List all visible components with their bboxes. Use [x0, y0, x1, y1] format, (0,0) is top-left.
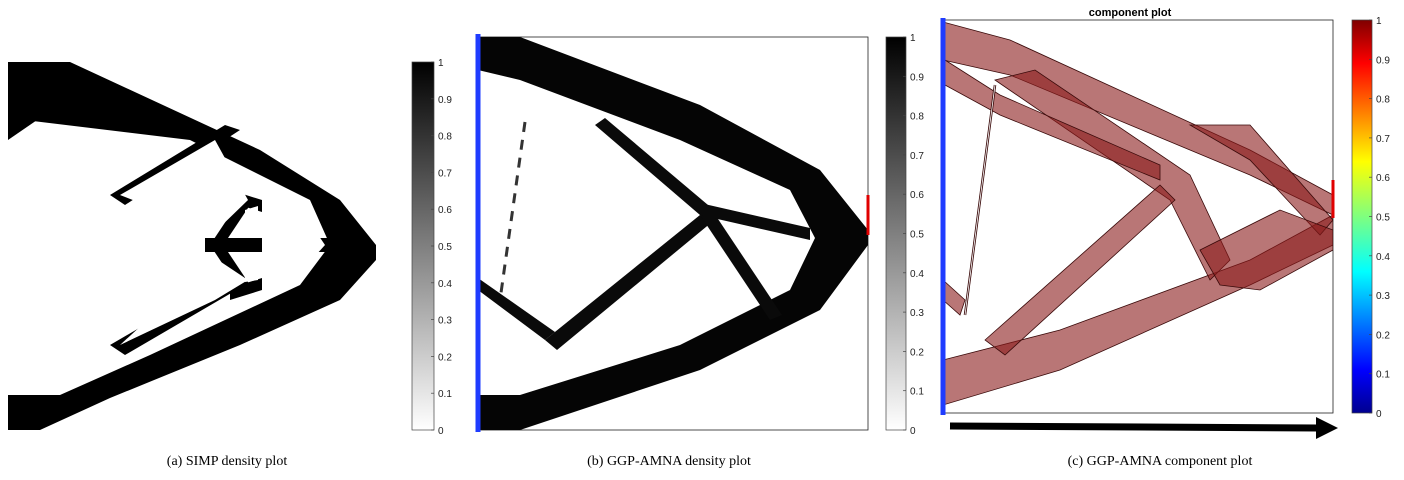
colorbar-c: 1 0.9 0.8 0.7 0.6 0.5 0.4 0.3 0.2 0.1 0	[1351, 16, 1390, 420]
component-bar	[943, 21, 1333, 216]
colorbar-b: 1 0.9 0.8 0.7 0.6 0.5 0.4 0.3 0.2 0.1 0	[885, 33, 924, 437]
simp-outer-structure	[8, 62, 376, 430]
colorbar-tick-label: 0.5	[438, 242, 452, 253]
caption-c: (c) GGP-AMNA component plot	[1067, 454, 1253, 469]
colorbar-tick-label: 0	[1376, 409, 1382, 420]
ggp-outer-structure	[478, 37, 868, 430]
colorbar-tick-label: 0.5	[910, 230, 924, 241]
colorbar-tick-label: 0.1	[910, 387, 924, 398]
colorbar-tick-label: 0.1	[438, 389, 452, 400]
colorbar-tick-label: 0.6	[438, 205, 452, 216]
colorbar-tick-label: 0.5	[1376, 213, 1390, 224]
colorbar-tick-label: 0.8	[1376, 95, 1390, 106]
colorbar-tick-label: 0.7	[438, 168, 452, 179]
panel-a-density-plot	[8, 62, 376, 430]
caption-b: (b) GGP-AMNA density plot	[587, 454, 751, 469]
component-bar	[1199, 209, 1333, 291]
colorbar-tick-label: 0	[910, 426, 916, 437]
panel-c-title: component plot	[1089, 7, 1172, 19]
colorbar-tick-label: 0.7	[1376, 134, 1390, 145]
colorbar-tick-label: 0.2	[910, 347, 924, 358]
colorbar-tick-label: 0.4	[910, 269, 924, 280]
colorbar-tick-label: 0.4	[438, 279, 452, 290]
colorbar-tick-label: 0.9	[1376, 55, 1390, 66]
caption-a: (a) SIMP density plot	[166, 454, 288, 469]
colorbar-tick-label: 0.9	[438, 95, 452, 106]
panel-c-component-plot: component plot	[940, 7, 1338, 439]
colorbar-tick-label: 0.2	[438, 352, 452, 363]
colorbar-tick-label: 0.3	[438, 316, 452, 327]
direction-arrow	[949, 417, 1338, 439]
colorbar-tick-label: 0.6	[910, 190, 924, 201]
colorbar-tick-label: 0	[438, 426, 444, 437]
colorbar-tick-label: 0.7	[910, 151, 924, 162]
colorbar-tick-label: 0.3	[1376, 291, 1390, 302]
colorbar-tick-label: 0.4	[1376, 252, 1390, 263]
colorbar-tick-label: 0.3	[910, 308, 924, 319]
component-bar	[943, 214, 1333, 406]
component-bar	[943, 279, 966, 316]
colorbar-tick-label: 0.2	[1376, 330, 1390, 341]
ggp-dashed-member	[498, 121, 527, 301]
colorbar-tick-label: 1	[438, 58, 444, 69]
colorbar-tick-label: 1	[910, 33, 916, 44]
colorbar-tick-label: 0.9	[910, 72, 924, 83]
colorbar-tick-label: 0.8	[438, 132, 452, 143]
colorbar-tick-label: 0.6	[1376, 173, 1390, 184]
colorbar-tick-label: 0.8	[910, 112, 924, 123]
colorbar-a: 1 0.9 0.8 0.7 0.6 0.5 0.4 0.3 0.2 0.1 0	[411, 58, 452, 437]
component-bar	[984, 184, 1176, 356]
panel-b-density-plot	[475, 34, 870, 432]
colorbar-tick-label: 0.1	[1376, 370, 1390, 381]
colorbar-tick-label: 1	[1376, 16, 1382, 27]
